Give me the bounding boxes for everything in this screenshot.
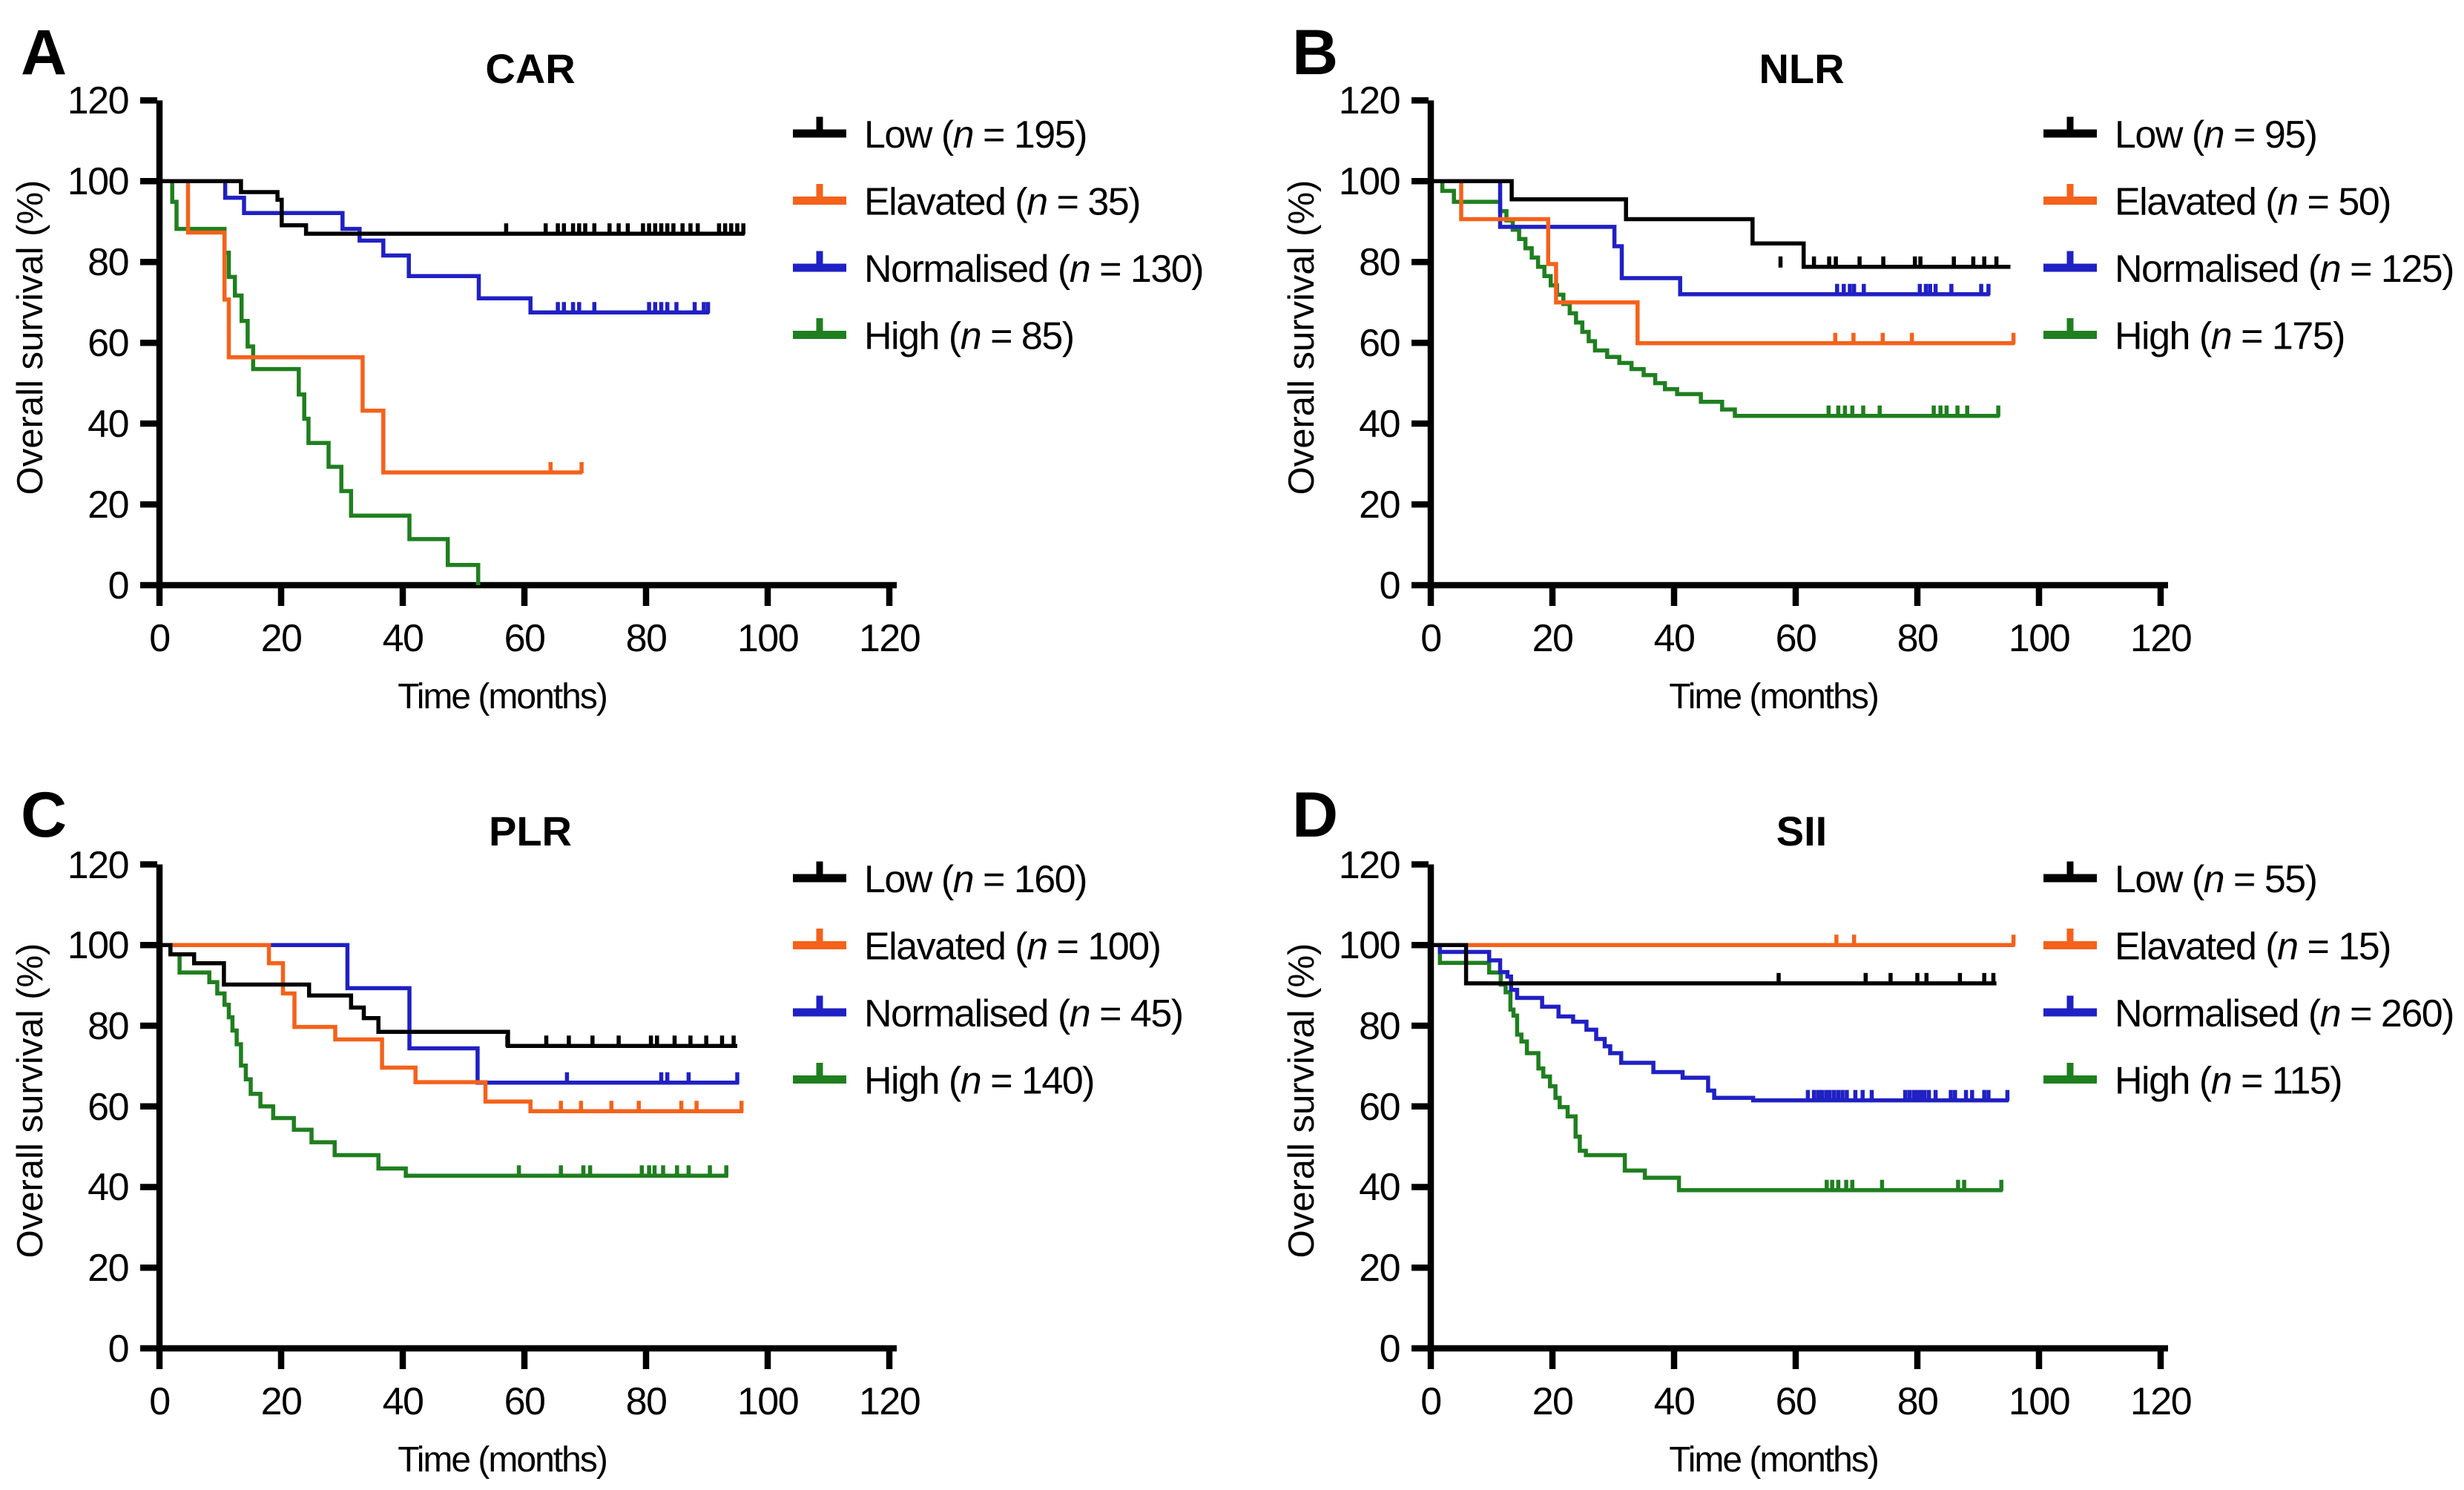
svg-text:Low (n = 55): Low (n = 55) bbox=[2115, 858, 2317, 901]
svg-text:120: 120 bbox=[1339, 79, 1400, 122]
svg-text:80: 80 bbox=[1359, 1005, 1400, 1048]
svg-text:100: 100 bbox=[737, 1380, 798, 1423]
svg-text:80: 80 bbox=[1359, 241, 1400, 284]
svg-text:40: 40 bbox=[383, 1380, 424, 1423]
svg-text:PLR: PLR bbox=[489, 808, 572, 854]
svg-text:20: 20 bbox=[1532, 1380, 1573, 1423]
svg-text:Elavated (n = 100): Elavated (n = 100) bbox=[864, 926, 1160, 969]
svg-text:Low (n = 195): Low (n = 195) bbox=[864, 113, 1087, 156]
svg-text:Time (months): Time (months) bbox=[1669, 677, 1878, 716]
svg-text:100: 100 bbox=[1339, 924, 1400, 967]
svg-text:0: 0 bbox=[1380, 1328, 1400, 1371]
svg-text:0: 0 bbox=[149, 1380, 169, 1423]
svg-text:Normalised (n = 125): Normalised (n = 125) bbox=[2115, 248, 2454, 291]
svg-text:C: C bbox=[21, 779, 67, 851]
svg-text:80: 80 bbox=[88, 241, 128, 284]
svg-text:SII: SII bbox=[1776, 808, 1827, 854]
svg-text:Time (months): Time (months) bbox=[398, 677, 607, 716]
svg-text:120: 120 bbox=[67, 844, 128, 887]
svg-text:20: 20 bbox=[88, 484, 128, 527]
svg-text:100: 100 bbox=[737, 617, 798, 660]
svg-text:60: 60 bbox=[88, 1086, 128, 1129]
svg-text:Overall survival (%): Overall survival (%) bbox=[1282, 180, 1322, 495]
svg-text:Low (n = 95): Low (n = 95) bbox=[2115, 113, 2317, 156]
svg-text:Overall survival (%): Overall survival (%) bbox=[1282, 943, 1322, 1259]
svg-text:60: 60 bbox=[1359, 1086, 1400, 1129]
svg-text:0: 0 bbox=[1380, 564, 1400, 607]
svg-text:80: 80 bbox=[1897, 1380, 1938, 1423]
svg-text:40: 40 bbox=[88, 403, 128, 446]
svg-text:Normalised (n = 260): Normalised (n = 260) bbox=[2115, 992, 2454, 1035]
svg-text:100: 100 bbox=[2009, 617, 2069, 660]
svg-text:Elavated (n = 35): Elavated (n = 35) bbox=[864, 181, 1140, 224]
svg-text:120: 120 bbox=[1339, 844, 1400, 887]
svg-text:High (n = 85): High (n = 85) bbox=[864, 315, 1074, 358]
svg-text:120: 120 bbox=[2130, 1380, 2191, 1423]
svg-text:60: 60 bbox=[1776, 1380, 1816, 1423]
svg-text:60: 60 bbox=[504, 1380, 545, 1423]
svg-text:D: D bbox=[1292, 779, 1338, 851]
svg-text:Elavated (n = 15): Elavated (n = 15) bbox=[2115, 926, 2391, 969]
svg-text:Overall survival (%): Overall survival (%) bbox=[10, 943, 50, 1259]
svg-text:20: 20 bbox=[88, 1247, 128, 1290]
svg-text:High (n = 175): High (n = 175) bbox=[2115, 315, 2345, 358]
svg-text:40: 40 bbox=[383, 617, 424, 660]
svg-text:80: 80 bbox=[1897, 617, 1938, 660]
svg-text:40: 40 bbox=[88, 1166, 128, 1209]
svg-text:CAR: CAR bbox=[485, 45, 575, 92]
svg-text:High (n = 140): High (n = 140) bbox=[864, 1060, 1094, 1103]
svg-text:Time (months): Time (months) bbox=[1669, 1440, 1878, 1480]
svg-text:0: 0 bbox=[1420, 1380, 1440, 1423]
svg-text:0: 0 bbox=[108, 564, 128, 607]
svg-text:0: 0 bbox=[149, 617, 169, 660]
svg-text:Elavated (n = 50): Elavated (n = 50) bbox=[2115, 181, 2391, 224]
svg-text:Normalised (n = 45): Normalised (n = 45) bbox=[864, 992, 1183, 1035]
svg-text:20: 20 bbox=[1532, 617, 1573, 660]
svg-text:0: 0 bbox=[108, 1328, 128, 1371]
svg-text:60: 60 bbox=[88, 322, 128, 365]
svg-text:100: 100 bbox=[2009, 1380, 2069, 1423]
svg-text:120: 120 bbox=[67, 79, 128, 122]
svg-text:80: 80 bbox=[626, 1380, 667, 1423]
svg-text:20: 20 bbox=[1359, 484, 1400, 527]
svg-text:High (n = 115): High (n = 115) bbox=[2115, 1060, 2342, 1103]
svg-text:100: 100 bbox=[67, 160, 128, 203]
svg-text:Low (n = 160): Low (n = 160) bbox=[864, 858, 1087, 901]
svg-text:20: 20 bbox=[261, 1380, 302, 1423]
svg-text:40: 40 bbox=[1359, 403, 1400, 446]
svg-text:20: 20 bbox=[1359, 1247, 1400, 1290]
svg-text:120: 120 bbox=[2130, 617, 2191, 660]
svg-text:20: 20 bbox=[261, 617, 302, 660]
svg-text:A: A bbox=[21, 17, 67, 88]
svg-text:100: 100 bbox=[67, 924, 128, 967]
svg-text:40: 40 bbox=[1654, 617, 1695, 660]
svg-text:60: 60 bbox=[504, 617, 545, 660]
svg-text:Time (months): Time (months) bbox=[398, 1440, 607, 1480]
svg-text:B: B bbox=[1292, 17, 1338, 88]
svg-text:40: 40 bbox=[1654, 1380, 1695, 1423]
svg-text:120: 120 bbox=[859, 1380, 920, 1423]
svg-text:60: 60 bbox=[1359, 322, 1400, 365]
svg-text:80: 80 bbox=[88, 1005, 128, 1048]
svg-text:80: 80 bbox=[626, 617, 667, 660]
svg-text:120: 120 bbox=[859, 617, 920, 660]
svg-text:Overall survival (%): Overall survival (%) bbox=[10, 180, 50, 495]
svg-text:40: 40 bbox=[1359, 1166, 1400, 1209]
svg-text:NLR: NLR bbox=[1759, 45, 1844, 92]
svg-text:60: 60 bbox=[1776, 617, 1816, 660]
svg-text:Normalised (n = 130): Normalised (n = 130) bbox=[864, 248, 1203, 291]
svg-text:100: 100 bbox=[1339, 160, 1400, 203]
svg-text:0: 0 bbox=[1420, 617, 1440, 660]
